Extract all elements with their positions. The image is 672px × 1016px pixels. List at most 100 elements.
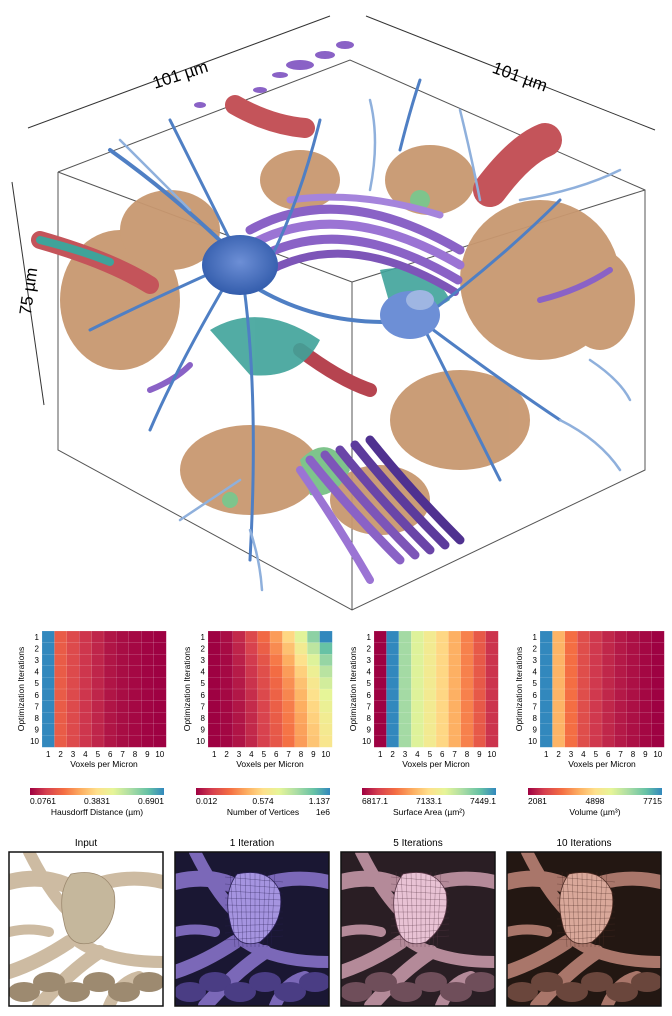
colorbar-tick: 7449.1: [470, 796, 496, 806]
heatmap-cell: [398, 642, 412, 655]
heatmap-cell: [244, 700, 259, 713]
heatmap-ytick: 8: [367, 714, 372, 723]
heatmap-cell: [294, 723, 308, 736]
heatmap-cell: [307, 688, 321, 702]
heatmap-cell: [373, 700, 387, 713]
heatmap-cell: [601, 700, 615, 713]
heatmap-cell: [398, 630, 412, 644]
heatmap-cell: [485, 654, 499, 667]
heatmap-ytick: 10: [30, 737, 39, 746]
heatmap-cell: [386, 735, 400, 748]
heatmap-cell: [282, 642, 296, 655]
heatmap-cell: [386, 654, 400, 667]
heatmap-cell: [269, 735, 283, 748]
heatmap-xlabel: Voxels per Micron: [236, 759, 304, 769]
heatmap-cell: [91, 712, 105, 725]
heatmap-cell: [564, 665, 578, 678]
heatmap-cell: [601, 723, 615, 736]
heatmap-cell: [589, 642, 603, 655]
heatmap-cell: [207, 665, 221, 678]
heatmap-cell: [54, 654, 68, 667]
heatmap-cell: [269, 688, 283, 702]
heatmap-cell: [564, 654, 578, 667]
heatmap-cell: [639, 677, 653, 690]
heatmap-cell: [41, 688, 55, 702]
heatmap-cell: [577, 654, 591, 667]
heatmap-xlabel: Voxels per Micron: [402, 759, 470, 769]
heatmap-cell: [473, 654, 487, 667]
heatmap-cell: [294, 700, 308, 713]
heatmap-xtick: 10: [321, 750, 330, 759]
heatmap-cell: [116, 677, 130, 690]
heatmap-cell: [589, 688, 603, 702]
heatmap-cell: [244, 630, 259, 644]
heatmap-cell: [460, 654, 474, 667]
heatmap-xtick: 1: [212, 750, 217, 759]
heatmap-cell: [116, 735, 130, 748]
heatmap-ytick: 1: [35, 633, 40, 642]
colorbar-tick: 0.0761: [30, 796, 56, 806]
heatmap-xtick: 4: [83, 750, 88, 759]
heatmap-xtick: 5: [96, 750, 101, 759]
heatmap-cell: [577, 642, 591, 655]
heatmap-cell: [41, 630, 55, 644]
heatmap-cell: [651, 630, 665, 644]
heatmap-cell: [473, 700, 487, 713]
heatmap-ytick: 5: [367, 679, 372, 688]
heatmap-cell: [601, 654, 615, 667]
heatmap-cell: [257, 700, 271, 713]
heatmap-cell: [128, 700, 142, 713]
heatmap-cell: [207, 642, 221, 655]
heatmap-cell: [564, 688, 578, 702]
heatmap-xtick: 4: [581, 750, 586, 759]
heatmap-cell: [294, 665, 308, 678]
heatmap-cell: [448, 642, 462, 655]
heatmap-cell: [153, 712, 167, 725]
heatmap-cell: [54, 688, 68, 702]
heatmap-cell: [411, 723, 425, 736]
heatmap-xtick: 2: [58, 750, 63, 759]
heatmap-cell: [473, 712, 487, 725]
heatmap-cell: [232, 712, 246, 725]
heatmap-cell: [294, 735, 308, 748]
heatmap-cell: [220, 677, 234, 690]
heatmap-cell: [140, 712, 155, 725]
heatmap-cell: [103, 735, 117, 748]
heatmap-cell: [128, 665, 142, 678]
heatmap-cell: [66, 712, 80, 725]
heatmap-cell: [319, 712, 333, 725]
heatmap-cell: [423, 630, 437, 644]
colorbar: [362, 788, 496, 795]
heatmap-cell: [128, 677, 142, 690]
heatmap-cell: [435, 723, 449, 736]
heatmap-ytick: 1: [201, 633, 206, 642]
heatmap-ytick: 7: [201, 702, 206, 711]
heatmap-cell: [423, 712, 437, 725]
heatmap-cell: [614, 723, 628, 736]
heatmap-cell: [41, 654, 55, 667]
heatmap-cell: [564, 630, 578, 644]
heatmap-cell: [91, 723, 105, 736]
heatmap-cell: [232, 677, 246, 690]
heatmap-cell: [552, 735, 566, 748]
heatmap-ytick: 2: [533, 644, 538, 653]
heatmap-cell: [319, 688, 333, 702]
heatmap-cell: [460, 723, 474, 736]
heatmap-ytick: 6: [201, 691, 206, 700]
dimension-label-depth: 101 µm: [490, 58, 550, 95]
heatmap-cell: [66, 630, 80, 644]
heatmap-cell: [128, 654, 142, 667]
heatmap-cell: [153, 665, 167, 678]
soma-mesh: [559, 872, 614, 945]
heatmap-cell: [577, 712, 591, 725]
heatmap-cell: [398, 712, 412, 725]
heatmap-cell: [103, 723, 117, 736]
heatmap-cell: [485, 677, 499, 690]
heatmap-cell: [601, 630, 615, 644]
volume-rendering: 101 µm 101 µm 75 µm: [11, 15, 656, 611]
heatmap-cell: [41, 665, 55, 678]
heatmap-cell: [140, 654, 155, 667]
heatmap-cell: [651, 723, 665, 736]
